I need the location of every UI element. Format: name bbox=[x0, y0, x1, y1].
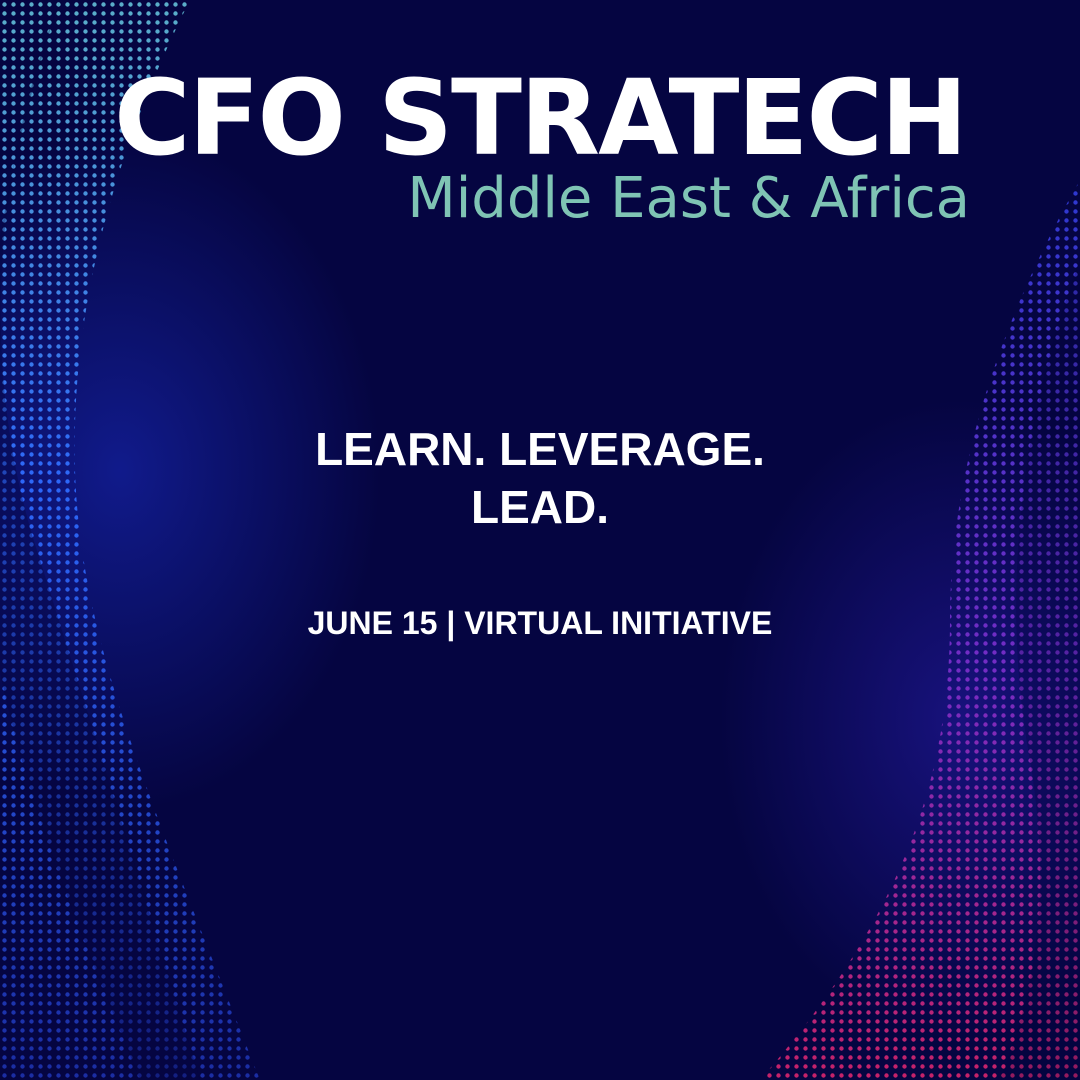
left-dotted-wave bbox=[0, 0, 260, 1080]
event-subtitle: Middle East & Africa bbox=[407, 166, 970, 231]
tagline: LEARN. LEVERAGE. LEAD. bbox=[0, 420, 1080, 536]
event-date-and-format: JUNE 15 | VIRTUAL INITIATIVE bbox=[307, 605, 773, 641]
event-title: CFO STRATECH bbox=[114, 57, 968, 179]
tagline-line-2: LEAD. bbox=[471, 481, 609, 533]
right-dotted-wave bbox=[760, 180, 1080, 1080]
tagline-line-1: LEARN. LEVERAGE. bbox=[315, 423, 765, 475]
